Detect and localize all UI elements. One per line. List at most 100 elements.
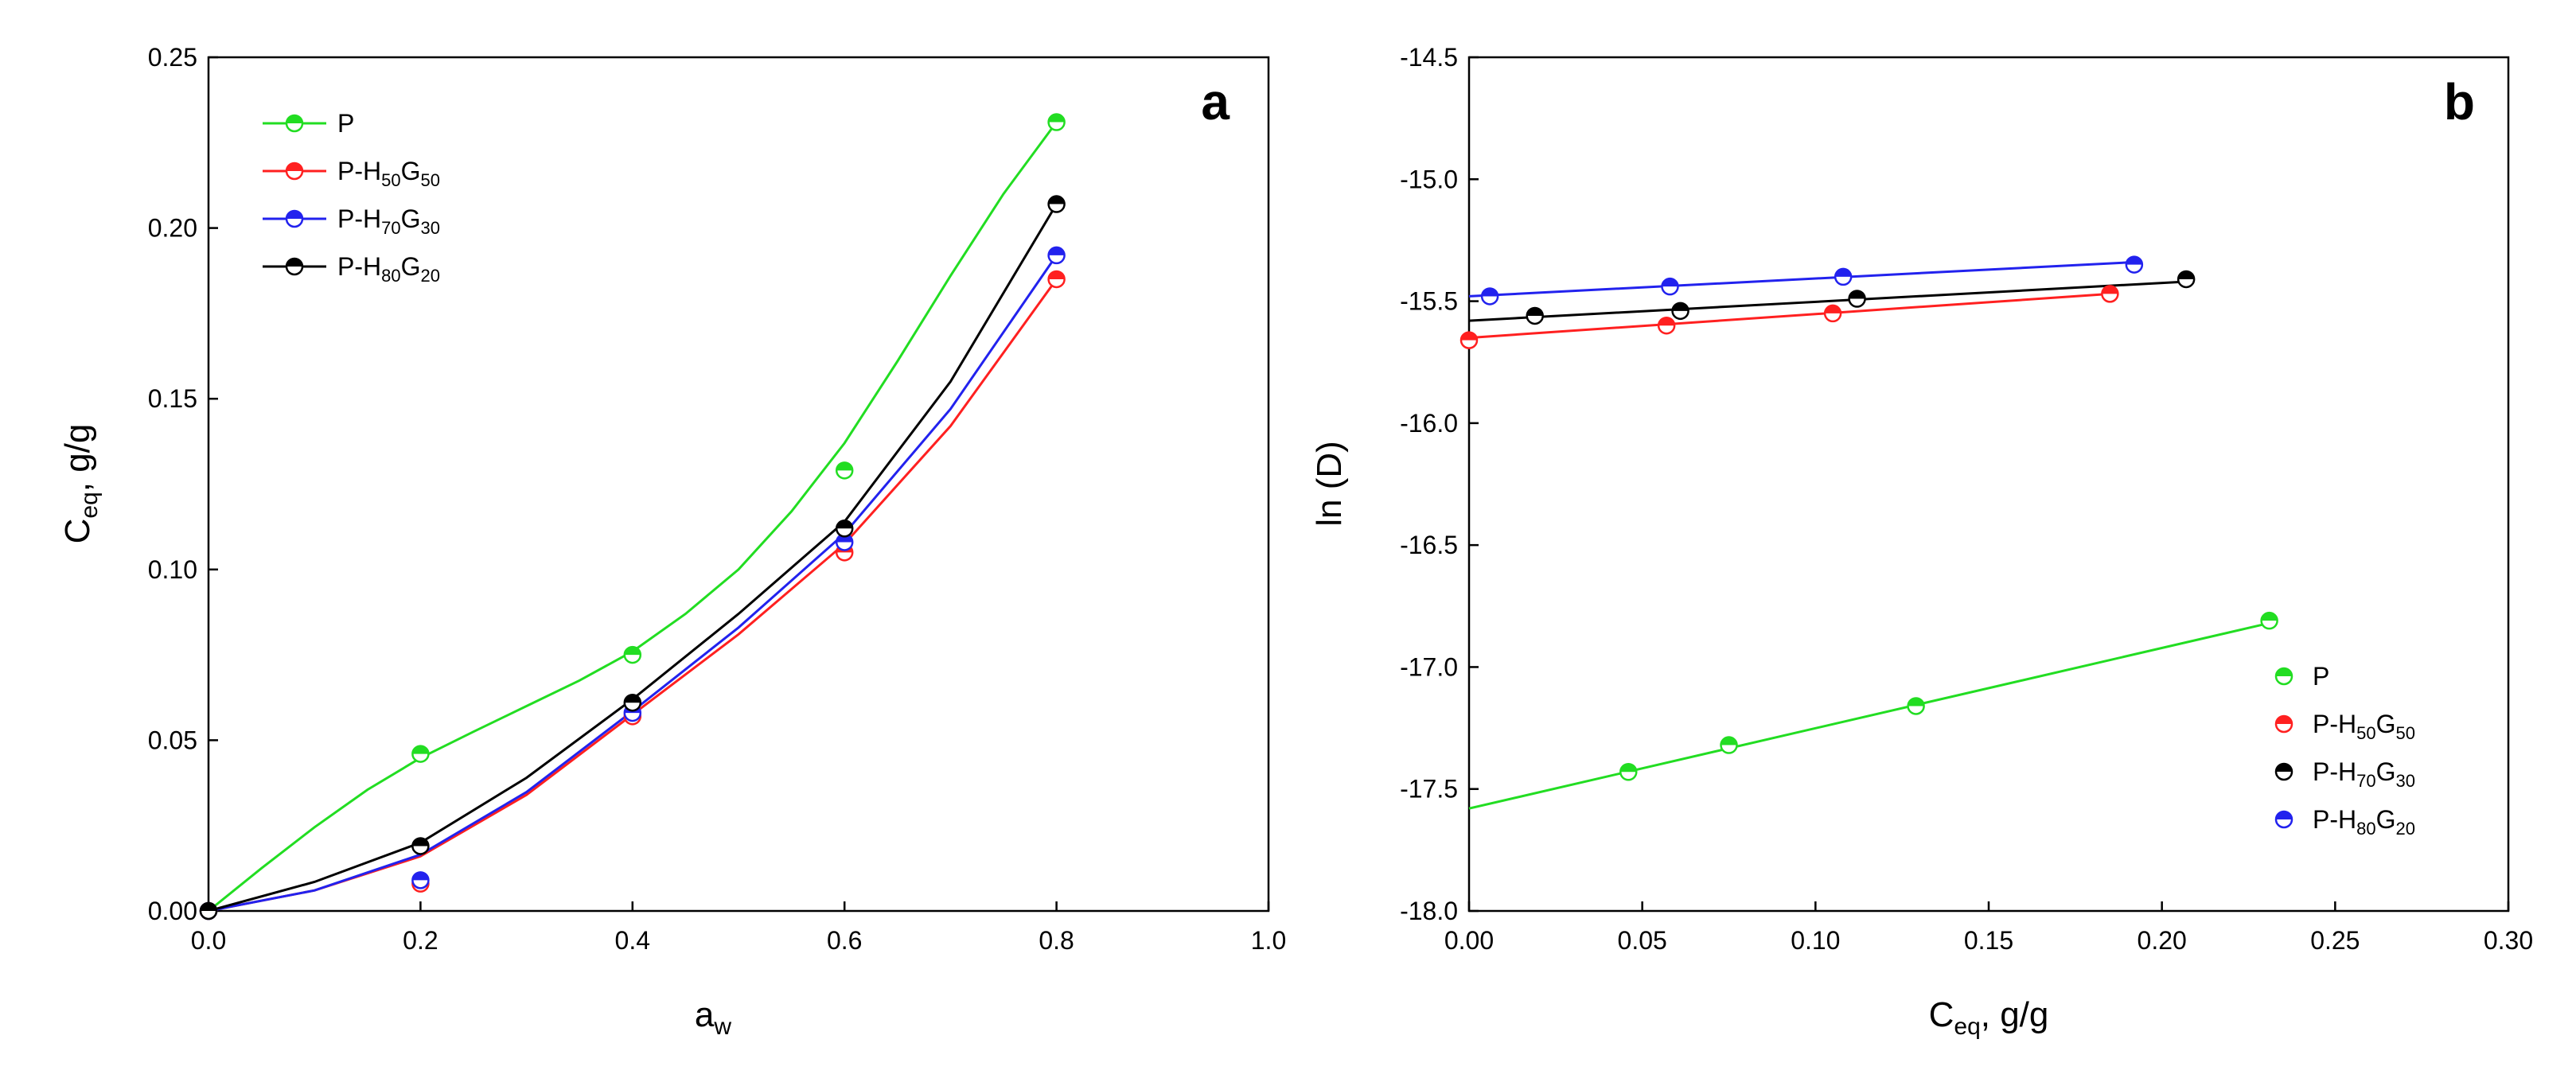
data-point-H70-b [1848,290,1866,308]
legend-label-mid: G [2376,710,2396,738]
y-axis-label-a: Ceq, g/g [58,424,103,544]
legend-label-H70-a: P-H70G30 [337,204,440,238]
fit-line-H50-b [1468,292,2110,340]
data-point-H70-b [2177,270,2196,289]
plot-frame-a [207,56,1270,913]
y-tick-label-a: 0.10 [148,555,197,584]
legend-marker-H70-a [285,209,304,228]
data-point-H80-b [2125,255,2144,274]
data-point-P-b-fill [2261,613,2278,621]
x-axis-label-b: Ceq, g/g [1929,995,2049,1040]
legend-entry-H50-a: P-H50G50 [263,157,440,190]
x-tick-label-b: 0.15 [1964,926,2013,955]
legend-marker-H80-b-fill [2276,812,2292,819]
legend-marker-H50-b [2274,714,2293,734]
chart-panel-b: 0.00 0.05 0.10 0.15 0.20 0.25 0.30 -18.0 -17.5 -1… [1310,43,2533,1040]
data-point-H50-b-fill [2102,286,2118,294]
data-point-P-b [1720,736,1738,754]
legend-label-mid: G [2376,757,2396,786]
data-point-H80-b [1834,267,1853,286]
legend-marker-H70-b [2274,762,2293,781]
legend-label-name: P-H [2313,805,2356,834]
legend-marker-H80-a-fill [286,259,302,267]
data-point-P-a-fill [624,647,641,656]
fit-line-H80-b [1468,261,2134,298]
x-tick-label-a: 1.0 [1251,926,1286,955]
data-point-H50-b [2101,285,2119,303]
y-axis-label-a-suffix: , g/g [58,424,97,492]
legend-marker-H50-b-fill [2276,716,2292,724]
data-point-H50-a-fill [1048,270,1065,279]
legend-label-mid: G [2376,805,2396,834]
x-axis-label-b-main: C [1929,995,1954,1034]
data-point-H70-b-fill [1672,302,1689,311]
data-point-H70-a-fill [1048,247,1065,255]
x-tick-label-a: 0.0 [191,926,226,955]
data-point-H80-b [1480,287,1499,306]
legend-label-name: P [337,109,354,138]
legend-label-name: P-H [337,252,381,281]
x-axis-label-a-main: a [695,995,715,1034]
data-point-H80-b-fill [1835,268,1852,277]
data-point-H50-b-fill [1461,332,1477,341]
legend-marker-H80-a [285,257,304,276]
data-point-H80-a [411,837,430,855]
x-axis-label-a: aw [695,995,731,1040]
data-point-H80-a-fill [836,520,853,529]
x-axis-label-b-suffix: , g/g [1981,995,2049,1034]
x-tick-label-a: 0.4 [615,926,650,955]
legend-label-H80-a: P-H80G20 [337,252,440,286]
data-point-P-a [1047,113,1066,131]
y-tick-label-b: -15.5 [1400,287,1458,316]
data-point-H50-b [1657,316,1676,335]
x-axis-label-a-sub: w [713,1014,731,1040]
legend-label-sub1: 80 [381,266,400,286]
x-tick-label-b: 0.30 [2484,926,2533,955]
data-point-H80-a-fill [624,695,641,703]
data-point-P-a [835,461,854,480]
data-point-H70-a-fill [412,872,429,881]
data-point-P-a-fill [836,462,853,471]
legend-marker-H80-b [2274,810,2293,829]
legend-label-name: P [2313,662,2329,691]
data-point-H80-a [623,693,642,712]
legend-entry-H70-b: P-H70G30 [2274,757,2415,791]
legend-entry-P-b: P [2274,662,2329,691]
legend-entry-H80-a: P-H80G20 [263,252,440,286]
data-point-P-b [1907,697,1925,715]
data-point-H70-b [1671,302,1689,321]
y-tick-label-b: -16.5 [1400,531,1458,559]
data-point-H80-b [1661,277,1679,296]
legend-label-H80-b: P-H80G20 [2313,805,2415,839]
x-axis-label-b-sub: eq [1954,1014,1980,1040]
legend-label-sub1: 70 [381,218,400,238]
x-tick-label-b: 0.20 [2138,926,2187,955]
legend-label-sub1: 70 [2356,771,2375,791]
legend-label-sub2: 20 [2395,819,2414,839]
legend-label-name: P-H [337,157,381,185]
legend-label-sub2: 30 [2395,771,2414,791]
y-tick-label-a: 0.15 [148,384,197,413]
data-point-H80-a-fill [1048,196,1065,204]
legend-label-name: P-H [2313,710,2356,738]
legend-label-sub2: 30 [420,218,439,238]
legend-marker-H70-b-fill [2276,764,2292,772]
y-tick-label-b: -14.5 [1400,43,1458,72]
legend-label-sub1: 50 [381,170,400,190]
legend-marker-P-b [2274,667,2293,686]
legend-label-P-a: P [337,109,354,138]
data-point-H50-b-fill [1825,305,1841,313]
data-point-P-b [2260,611,2278,630]
legend-label-mid: G [401,204,421,233]
data-point-H50-b [1459,331,1479,349]
legend-label-sub1: 50 [2356,723,2375,743]
data-point-H50-a [1047,270,1066,289]
legend-label-sub2: 50 [2395,723,2414,743]
data-point-H50-b-fill [1658,317,1675,326]
fit-line-H70-b [1468,280,2187,322]
data-point-P-a [411,745,430,763]
data-point-P-b-fill [1721,737,1737,745]
legend-marker-P-a [285,114,304,133]
legend-label-name: P-H [337,204,381,233]
y-tick-label-b: -17.0 [1400,652,1458,681]
